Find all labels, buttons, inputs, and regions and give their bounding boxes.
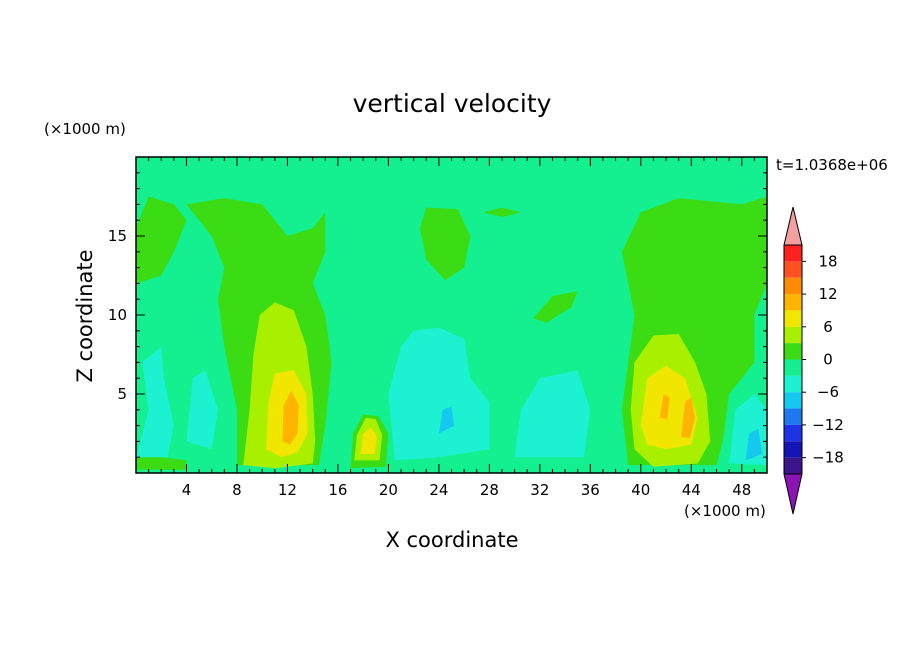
- chart-title: vertical velocity: [353, 89, 552, 118]
- y-unit-label: (×1000 m): [44, 120, 126, 138]
- colorbar-swatch: [784, 261, 802, 278]
- y-tick-label: 10: [108, 306, 127, 324]
- x-tick-label: 4: [182, 481, 192, 499]
- contour-region: [533, 291, 578, 323]
- contour-region: [136, 346, 174, 458]
- colorbar: 18 12 6 0 −6 −12 −18: [783, 206, 844, 515]
- y-axis-label: Z coordinate: [73, 249, 97, 382]
- colorbar-swatch: [784, 294, 802, 311]
- contour-region: [360, 427, 377, 454]
- contour-region: [388, 327, 490, 461]
- colorbar-tick-label: 12: [818, 285, 837, 303]
- x-axis-label: X coordinate: [385, 528, 518, 552]
- y-tick-label: 15: [108, 227, 127, 245]
- x-tick-label: 48: [732, 481, 751, 499]
- colorbar-swatch: [784, 375, 802, 393]
- contour-region: [282, 390, 299, 445]
- contour-region: [659, 394, 670, 420]
- contour-region: [681, 397, 696, 439]
- contour-region: [186, 370, 218, 450]
- colorbar-tick-label: −6: [817, 383, 839, 401]
- colorbar-swatch: [784, 310, 802, 327]
- colorbar-swatch: [784, 424, 802, 442]
- x-unit-label: (×1000 m): [684, 502, 766, 520]
- x-tick-label: 40: [631, 481, 650, 499]
- x-tick-label: 24: [429, 481, 448, 499]
- contour-region: [514, 370, 591, 458]
- colorbar-tick-label: 0: [823, 351, 833, 369]
- colorbar-swatch: [784, 457, 802, 474]
- y-tick-label: 5: [117, 385, 127, 403]
- x-tick-label: 8: [232, 481, 242, 499]
- x-tick-label: 20: [379, 481, 398, 499]
- colorbar-swatch: [784, 326, 802, 344]
- time-label: t=1.0368e+06: [776, 156, 888, 174]
- colorbar-under-arrow: [783, 473, 803, 515]
- colorbar-tick-label: −18: [812, 449, 844, 467]
- contour-region: [745, 428, 762, 461]
- colorbar-swatch: [784, 441, 802, 458]
- contour-region: [419, 207, 471, 281]
- contour-region: [483, 207, 521, 217]
- colorbar-swatch: [784, 245, 802, 262]
- contour-region: [438, 406, 454, 434]
- contour-region: [136, 454, 187, 470]
- colorbar-swatch: [784, 359, 802, 376]
- contour-region: [136, 196, 187, 284]
- x-tick-label: 44: [682, 481, 701, 499]
- colorbar-tick-label: −12: [812, 416, 844, 434]
- colorbar-over-arrow: [783, 206, 803, 246]
- x-tick-label: 28: [480, 481, 499, 499]
- colorbar-swatch: [784, 277, 802, 295]
- colorbar-swatch: [784, 408, 802, 425]
- colorbar-swatch: [784, 343, 802, 360]
- x-tick-label: 36: [581, 481, 600, 499]
- contour-regions: [136, 196, 767, 470]
- x-axis-ticks: 4 8 12 16 20 24 28 32 36 40 44 48: [148, 157, 755, 499]
- colorbar-tick-label: 18: [818, 252, 837, 270]
- colorbar-swatch: [784, 392, 802, 409]
- y-axis-ticks: 5 10 15: [108, 172, 767, 458]
- x-tick-label: 32: [530, 481, 549, 499]
- colorbar-tick-label: 6: [823, 318, 833, 336]
- x-tick-label: 12: [278, 481, 297, 499]
- x-tick-label: 16: [328, 481, 347, 499]
